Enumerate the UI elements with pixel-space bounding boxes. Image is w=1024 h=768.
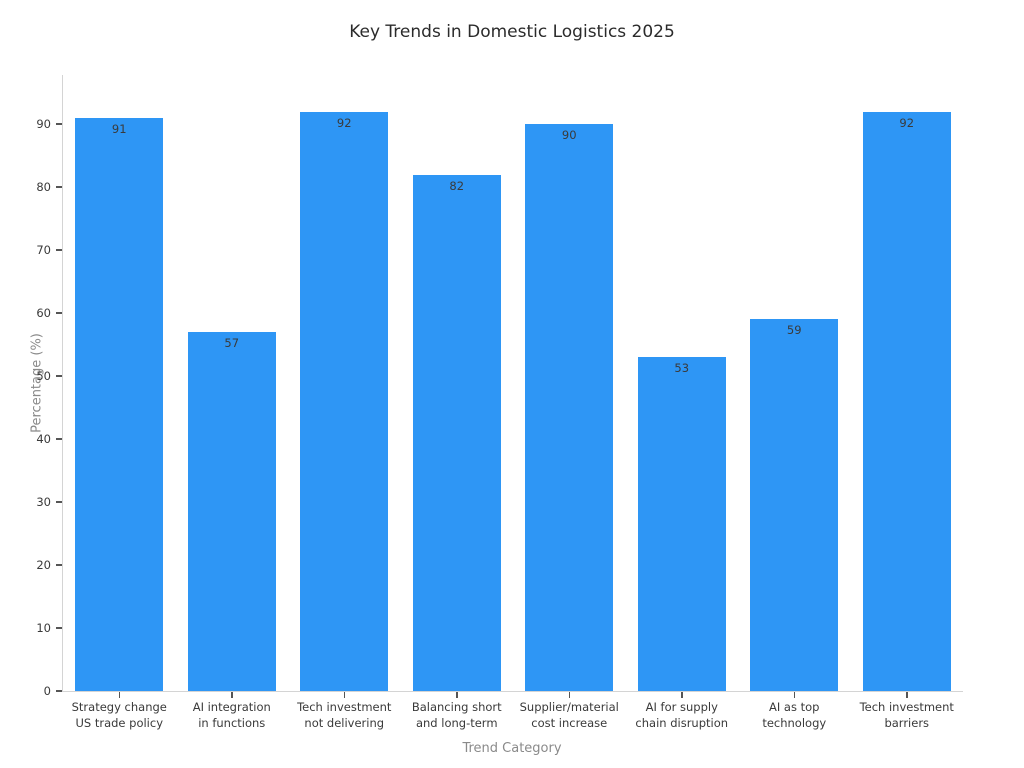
x-category-label: Strategy change US trade policy: [71, 700, 167, 730]
y-tick-label: 0: [43, 684, 51, 698]
y-tick-mark: [56, 186, 62, 188]
bar-value-label: 57: [224, 335, 240, 350]
y-tick-label: 10: [36, 621, 51, 635]
y-tick-mark: [56, 312, 62, 314]
y-tick-label: 50: [36, 369, 51, 384]
y-tick-label: 80: [36, 180, 51, 195]
x-axis-title: Trend Category: [462, 741, 562, 756]
bar: 53: [637, 357, 726, 691]
bar: 82: [412, 174, 501, 691]
y-tick-mark: [56, 564, 62, 566]
bar-value-label: 82: [449, 178, 465, 193]
bar-value-label: 90: [561, 128, 577, 143]
x-tick-mark: [118, 692, 120, 698]
x-category-label: AI for supply chain disruption: [635, 700, 729, 730]
bar: 59: [750, 319, 839, 691]
bar: 92: [862, 111, 951, 691]
x-category-label: Balancing short and long-term: [411, 700, 502, 730]
y-tick-label: 60: [36, 306, 51, 321]
bar: 57: [187, 331, 276, 691]
bar-value-label: 59: [786, 323, 802, 338]
bar-value-label: 53: [674, 361, 690, 376]
x-tick-mark: [681, 692, 683, 698]
y-tick-mark: [56, 501, 62, 503]
plot-area: Percentage (%) 0 10 20 30 40 50 60 70 80 90 91 Stra…: [30, 75, 963, 730]
y-tick-mark: [56, 123, 62, 125]
y-tick-label: 40: [36, 432, 51, 447]
x-tick-mark: [231, 692, 233, 698]
y-tick-label: 30: [36, 495, 51, 510]
bar: 92: [300, 111, 389, 691]
y-tick-mark: [56, 627, 62, 629]
y-tick-label: 70: [36, 243, 51, 258]
x-tick-mark: [906, 692, 908, 698]
y-tick-label: 20: [36, 558, 51, 573]
x-tick-mark: [456, 692, 458, 698]
x-tick-mark: [343, 692, 345, 698]
x-category-label: AI as top technology: [762, 700, 827, 730]
bar-value-label: 91: [111, 121, 127, 136]
x-tick-mark: [793, 692, 795, 698]
y-tick-mark: [56, 249, 62, 251]
x-category-label: Tech investment not delivering: [297, 700, 392, 730]
y-tick-label: 90: [36, 117, 51, 132]
x-category-label: Tech investment barriers: [859, 700, 954, 730]
y-tick-mark: [56, 690, 62, 692]
x-category-label: AI integration in functions: [192, 700, 271, 730]
chart-title: Key Trends in Domestic Logistics 2025: [349, 22, 675, 42]
x-category-label: Supplier/material cost increase: [519, 700, 619, 730]
y-tick-mark: [56, 375, 62, 377]
bar-value-label: 92: [899, 115, 915, 130]
bar: 91: [75, 117, 164, 691]
bar: 90: [525, 124, 614, 691]
x-tick-mark: [568, 692, 570, 698]
bar-value-label: 92: [336, 115, 352, 130]
y-tick-mark: [56, 438, 62, 440]
